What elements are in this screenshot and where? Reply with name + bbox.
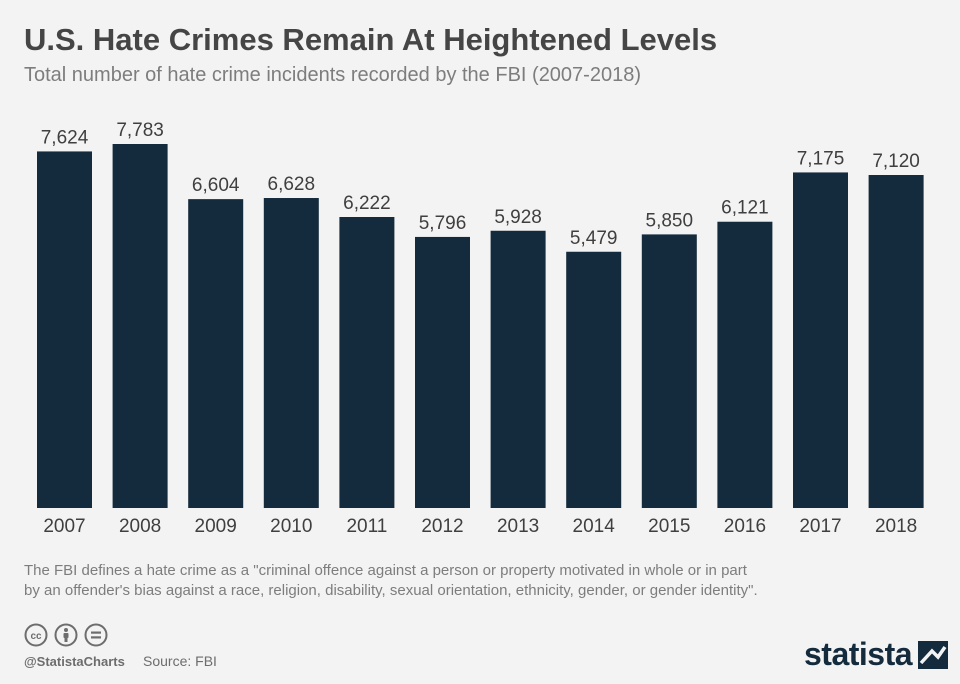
- brand-name: statista: [804, 636, 913, 672]
- bar-2010: [263, 198, 319, 508]
- bar-chart: 7,624 2007 7,783 2008 6,604 2009 6,628 2010 6,22…: [37, 120, 924, 537]
- x-tick-2011: 2011: [346, 516, 387, 537]
- x-tick-2018: 2018: [875, 516, 917, 537]
- value-label-2011: 6,222: [343, 193, 391, 214]
- x-tick-2017: 2017: [799, 516, 841, 537]
- value-label-2018: 7,120: [872, 151, 920, 172]
- value-label-2007: 7,624: [41, 127, 89, 148]
- x-tick-2010: 2010: [270, 516, 312, 537]
- bar-2014: [566, 251, 622, 508]
- statista-logo-icon: [918, 640, 949, 669]
- value-label-2012: 5,796: [419, 213, 467, 234]
- bar-2008: [112, 144, 168, 508]
- bar-2015: [641, 234, 697, 509]
- no-derivatives-icon[interactable]: [84, 623, 108, 647]
- bar-2016: [717, 221, 773, 508]
- footnote-line-1: The FBI defines a hate crime as a "crimi…: [24, 562, 747, 579]
- brand-logo[interactable]: statista: [804, 636, 949, 673]
- bar-2012: [415, 236, 470, 508]
- value-label-2009: 6,604: [192, 175, 240, 196]
- value-label-2010: 6,628: [268, 174, 316, 195]
- value-label-2016: 6,121: [721, 198, 769, 219]
- x-tick-2012: 2012: [421, 516, 463, 537]
- footnote-line-2: by an offender's bias against a race, re…: [24, 582, 758, 599]
- x-tick-2007: 2007: [43, 516, 85, 537]
- x-tick-2014: 2014: [573, 516, 616, 537]
- bar-2018: [868, 175, 924, 509]
- license-icons: cc: [24, 623, 108, 647]
- bar-2013: [490, 230, 546, 509]
- cc-icon[interactable]: cc: [24, 623, 48, 647]
- x-tick-2013: 2013: [497, 516, 539, 537]
- social-handle[interactable]: @StatistaCharts: [24, 654, 125, 669]
- x-tick-2015: 2015: [648, 516, 690, 537]
- value-label-2014: 5,479: [570, 228, 618, 249]
- chart-title: U.S. Hate Crimes Remain At Heightened Le…: [24, 22, 718, 57]
- footnote: The FBI defines a hate crime as a "crimi…: [24, 561, 924, 601]
- value-label-2013: 5,928: [494, 207, 542, 228]
- x-tick-2016: 2016: [724, 516, 766, 537]
- value-label-2008: 7,783: [116, 120, 164, 141]
- bar-2017: [793, 172, 848, 508]
- bar-2007: [37, 151, 92, 508]
- svg-text:cc: cc: [30, 631, 42, 642]
- x-tick-2008: 2008: [119, 516, 161, 537]
- chart-subtitle: Total number of hate crime incidents rec…: [24, 64, 641, 86]
- x-tick-2009: 2009: [195, 516, 237, 537]
- source-label: Source: FBI: [143, 653, 217, 669]
- bar-2011: [339, 217, 395, 508]
- value-label-2017: 7,175: [797, 148, 845, 169]
- attribution-icon[interactable]: [54, 623, 78, 647]
- bar-2009: [188, 199, 244, 508]
- value-label-2015: 5,850: [646, 210, 694, 231]
